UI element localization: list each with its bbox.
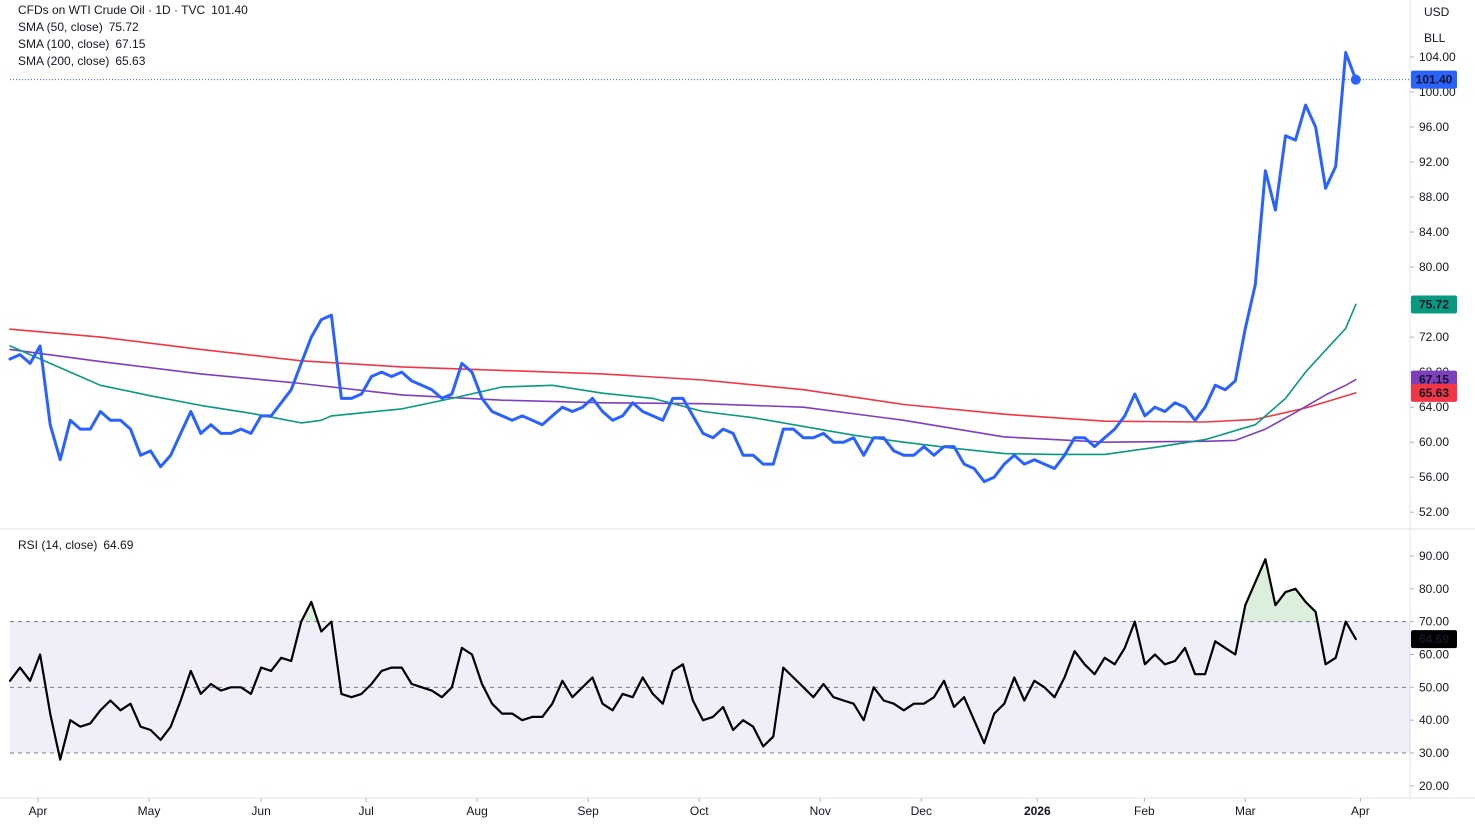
currency-label: USD [1424, 5, 1450, 19]
y-tick-label: 96.00 [1419, 120, 1449, 134]
legend-name: SMA (50, close) [18, 20, 103, 34]
series-line [9, 348, 1357, 443]
y-tick-label: 52.00 [1419, 505, 1449, 519]
legend-name: CFDs on WTI Crude Oil · 1D · TVC [18, 3, 205, 17]
y-tick-label: 88.00 [1419, 190, 1449, 204]
y-tick-label: 80.00 [1419, 582, 1449, 596]
x-tick-label: Feb [1134, 804, 1155, 818]
price-tag [1411, 383, 1457, 402]
legend-name: RSI (14, close) [18, 538, 97, 552]
y-tick-label: 56.00 [1419, 470, 1449, 484]
unit-label: BLL [1424, 31, 1446, 45]
series-line [8, 51, 1358, 484]
series-line [9, 328, 1357, 423]
price-tag-label: 67.15 [1419, 373, 1449, 387]
x-tick-label: Dec [911, 804, 932, 818]
price-tag-label: 65.63 [1419, 386, 1449, 400]
legend-value: 75.72 [109, 20, 139, 34]
y-tick-label: 60.00 [1419, 435, 1449, 449]
series-line [9, 303, 1357, 456]
legend-value: 64.69 [103, 538, 133, 552]
legend-value: 67.15 [115, 37, 145, 51]
y-tick-label: 92.00 [1419, 155, 1449, 169]
y-tick-label: 30.00 [1419, 746, 1449, 760]
x-tick-label: Apr [29, 804, 48, 818]
y-tick-label: 64.00 [1419, 400, 1449, 414]
legend-name: SMA (100, close) [18, 37, 109, 51]
x-tick-label: Sep [577, 804, 599, 818]
y-tick-label: 60.00 [1419, 647, 1449, 661]
y-tick-label: 50.00 [1419, 680, 1449, 694]
price-tag [1411, 70, 1457, 89]
legend-value: 65.63 [115, 54, 145, 68]
x-tick-label: May [138, 804, 161, 818]
x-tick-label: Jul [358, 804, 373, 818]
legend-value: 101.40 [211, 3, 248, 17]
x-tick-label: 2026 [1024, 804, 1051, 818]
y-tick-label: 84.00 [1419, 225, 1449, 239]
y-tick-label: 80.00 [1419, 260, 1449, 274]
series-line [8, 558, 1357, 761]
x-tick-label: Jun [251, 804, 270, 818]
price-tag [1411, 295, 1457, 314]
y-tick-label: 40.00 [1419, 713, 1449, 727]
x-tick-label: Apr [1351, 804, 1370, 818]
y-tick-label: 72.00 [1419, 330, 1449, 344]
price-tag-label: 64.69 [1419, 632, 1449, 646]
x-tick-label: Mar [1235, 804, 1256, 818]
y-tick-label: 70.00 [1419, 615, 1449, 629]
price-tag-label: 101.40 [1416, 73, 1453, 87]
price-tag-label: 75.72 [1419, 298, 1449, 312]
price-tag [1411, 630, 1457, 649]
x-tick-label: Aug [466, 804, 487, 818]
legend-name: SMA (200, close) [18, 54, 109, 68]
x-tick-label: Oct [690, 804, 709, 818]
y-tick-label: 90.00 [1419, 549, 1449, 563]
last-price-dot [1350, 74, 1361, 85]
x-tick-label: Nov [810, 804, 831, 818]
y-tick-label: 104.00 [1419, 50, 1456, 64]
y-tick-label: 20.00 [1419, 779, 1449, 793]
